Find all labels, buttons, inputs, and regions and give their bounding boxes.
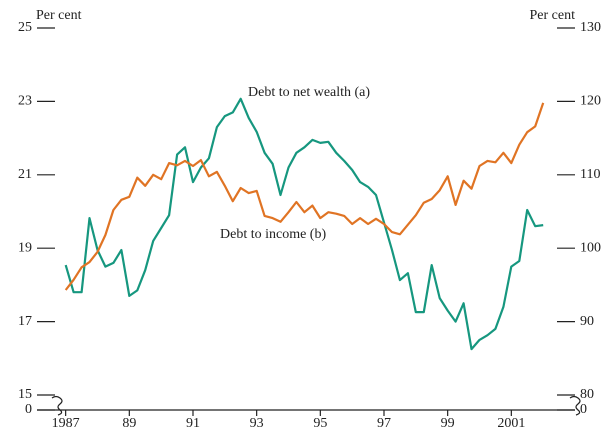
y-tick-label: 17 bbox=[18, 314, 32, 329]
y2-tick-label: 130 bbox=[580, 20, 601, 35]
y-tick-label: 0 bbox=[25, 402, 32, 417]
x-tick-label: 91 bbox=[186, 416, 200, 431]
series-line bbox=[64, 102, 545, 291]
y-axis-label: Per cent bbox=[36, 8, 82, 23]
y2-tick-label: 110 bbox=[580, 167, 600, 182]
y-tick-label: 15 bbox=[18, 387, 32, 402]
x-tick-label: 89 bbox=[122, 416, 136, 431]
y-tick-label: 25 bbox=[18, 20, 32, 35]
y2-tick-label: 120 bbox=[580, 94, 601, 109]
y-tick-label: 21 bbox=[18, 167, 32, 182]
x-tick-label: 99 bbox=[441, 416, 455, 431]
y-tick-label: 23 bbox=[18, 94, 32, 109]
series-label: Debt to income (b) bbox=[220, 227, 326, 242]
series-line bbox=[64, 97, 544, 351]
x-tick-label: 1987 bbox=[52, 416, 80, 431]
y2-tick-label: 90 bbox=[580, 314, 594, 329]
series-label: Debt to net wealth (a) bbox=[248, 85, 370, 100]
axis-break bbox=[51, 395, 581, 416]
x-tick-label: 95 bbox=[313, 416, 327, 431]
x-tick-label: 2001 bbox=[497, 416, 525, 431]
y2-tick-label: 80 bbox=[580, 387, 594, 402]
x-tick-label: 93 bbox=[250, 416, 264, 431]
y2-axis-label: Per cent bbox=[530, 8, 576, 23]
y2-tick-label: 100 bbox=[580, 240, 601, 255]
x-tick-label: 97 bbox=[377, 416, 391, 431]
y-tick-label: 19 bbox=[18, 240, 32, 255]
y2-tick-label: 0 bbox=[580, 402, 587, 417]
